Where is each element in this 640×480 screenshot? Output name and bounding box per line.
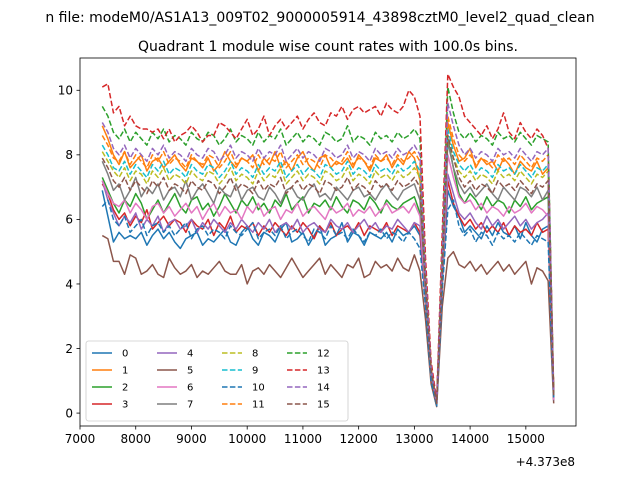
x-tick-label: 15000	[507, 432, 545, 446]
series-group	[101, 73, 555, 408]
legend-label-5: 5	[187, 366, 193, 377]
legend-label-12: 12	[317, 349, 330, 360]
x-tick-label: 9000	[176, 432, 207, 446]
legend-label-8: 8	[252, 349, 258, 360]
series-line-4	[101, 173, 555, 405]
y-tick-label: 6	[65, 213, 73, 227]
series-line-11	[101, 115, 555, 405]
axes-frame	[79, 57, 577, 427]
x-tick-label: 12000	[340, 432, 378, 446]
series-line-15	[101, 134, 555, 405]
legend-label-1: 1	[122, 366, 128, 377]
x-tick-label: 10000	[228, 432, 266, 446]
figure-suptitle: n file: modeM0/AS1A13_009T02_9000005914_…	[45, 10, 594, 26]
series-line-2	[101, 137, 555, 405]
plot-area	[101, 73, 555, 408]
legend-box	[85, 340, 349, 422]
legend-label-13: 13	[317, 366, 330, 377]
legend-label-10: 10	[252, 383, 265, 394]
series-line-0	[101, 189, 555, 405]
series-line-6	[101, 154, 555, 405]
x-tick-label: 14000	[451, 432, 489, 446]
legend-label-14: 14	[317, 383, 330, 394]
axes: 7000 8000 9000 10000 11000 12000 13000 14000 150…	[58, 57, 577, 446]
legend-label-0: 0	[122, 349, 128, 360]
series-line-8	[101, 134, 555, 405]
series-line-7	[101, 141, 555, 405]
y-tick-label: 4	[65, 277, 73, 291]
legend-label-9: 9	[252, 366, 258, 377]
x-tick-label: 13000	[395, 432, 433, 446]
y-tick-label: 8	[65, 148, 73, 162]
legend-label-6: 6	[187, 383, 193, 394]
series-line-10	[101, 199, 555, 408]
x-tick-label: 8000	[120, 432, 151, 446]
y-tick-label: 10	[58, 84, 73, 98]
y-tick-label: 0	[65, 406, 73, 420]
x-tick-label: 7000	[65, 432, 96, 446]
legend-label-3: 3	[122, 400, 128, 411]
series-line-9	[101, 128, 555, 405]
legend-label-15: 15	[317, 400, 330, 411]
x-offset-label: +4.373e8	[516, 455, 575, 469]
series-line-12	[101, 86, 555, 405]
series-line-13	[101, 73, 555, 401]
legend-label-2: 2	[122, 383, 128, 394]
series-line-14	[101, 102, 555, 405]
x-tick-label: 11000	[284, 432, 322, 446]
legend-label-7: 7	[187, 400, 193, 411]
y-tick-label: 2	[65, 342, 73, 356]
series-line-5	[101, 234, 555, 408]
chart-title: Quadrant 1 module wise count rates with …	[138, 39, 518, 55]
legend-label-11: 11	[252, 400, 265, 411]
legend-label-4: 4	[187, 349, 193, 360]
